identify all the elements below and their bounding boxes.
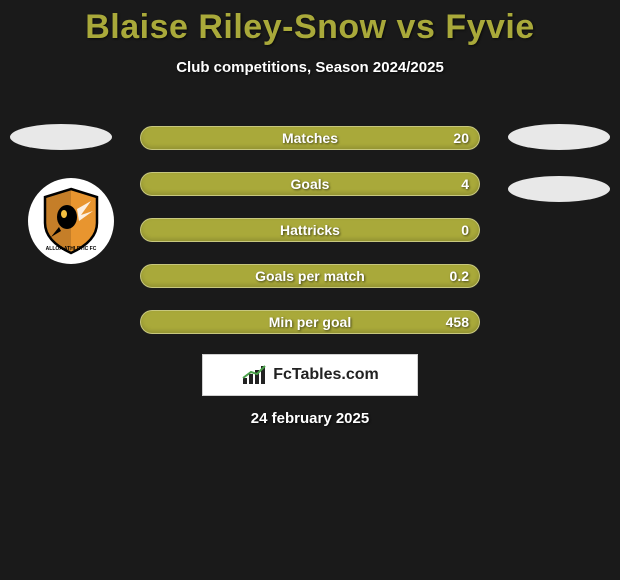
- stat-label: Goals: [291, 176, 330, 192]
- bars-icon: [241, 364, 267, 386]
- stat-value: 0: [461, 222, 469, 238]
- subtitle: Club competitions, Season 2024/2025: [0, 59, 620, 76]
- stat-label: Min per goal: [269, 314, 351, 330]
- team-crest: ALLOA ATHLETIC FC: [28, 178, 114, 264]
- shield-icon: ALLOA ATHLETIC FC: [41, 187, 101, 255]
- stat-label: Goals per match: [255, 268, 365, 284]
- stat-label: Matches: [282, 130, 338, 146]
- stat-value: 4: [461, 176, 469, 192]
- player-pill: [508, 176, 610, 202]
- player-pill: [508, 124, 610, 150]
- page-title: Blaise Riley-Snow vs Fyvie: [0, 0, 620, 47]
- stat-value: 20: [453, 130, 469, 146]
- stat-bar: Hattricks 0: [140, 218, 480, 242]
- date-label: 24 february 2025: [0, 410, 620, 427]
- stats-bars: Matches 20 Goals 4 Hattricks 0 Goals per match…: [140, 126, 480, 356]
- stat-bar: Goals 4: [140, 172, 480, 196]
- stat-bar: Matches 20: [140, 126, 480, 150]
- stat-value: 458: [446, 314, 469, 330]
- stat-label: Hattricks: [280, 222, 340, 238]
- brand-name: FcTables.com: [273, 366, 379, 384]
- svg-text:ALLOA ATHLETIC FC: ALLOA ATHLETIC FC: [46, 246, 97, 252]
- stat-bar: Min per goal 458: [140, 310, 480, 334]
- stat-bar: Goals per match 0.2: [140, 264, 480, 288]
- brand-box: FcTables.com: [202, 354, 418, 396]
- stat-value: 0.2: [450, 268, 469, 284]
- player-pill: [10, 124, 112, 150]
